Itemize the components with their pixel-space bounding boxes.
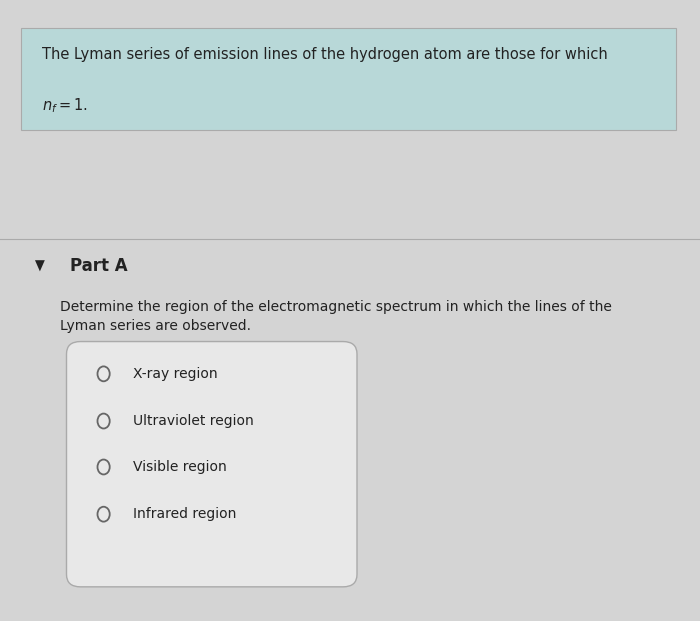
Text: $n_f = 1.$: $n_f = 1.$ bbox=[42, 96, 88, 115]
Polygon shape bbox=[35, 260, 45, 271]
Text: Infrared region: Infrared region bbox=[133, 507, 237, 521]
Text: The Lyman series of emission lines of the hydrogen atom are those for which: The Lyman series of emission lines of th… bbox=[42, 47, 608, 61]
Text: X-ray region: X-ray region bbox=[133, 367, 218, 381]
Text: Visible region: Visible region bbox=[133, 460, 227, 474]
Text: Ultraviolet region: Ultraviolet region bbox=[133, 414, 253, 428]
Text: Determine the region of the electromagnetic spectrum in which the lines of the: Determine the region of the electromagne… bbox=[60, 299, 611, 314]
Text: Part A: Part A bbox=[70, 257, 127, 274]
FancyBboxPatch shape bbox=[66, 342, 357, 587]
FancyBboxPatch shape bbox=[21, 28, 676, 130]
Text: Lyman series are observed.: Lyman series are observed. bbox=[60, 319, 251, 333]
